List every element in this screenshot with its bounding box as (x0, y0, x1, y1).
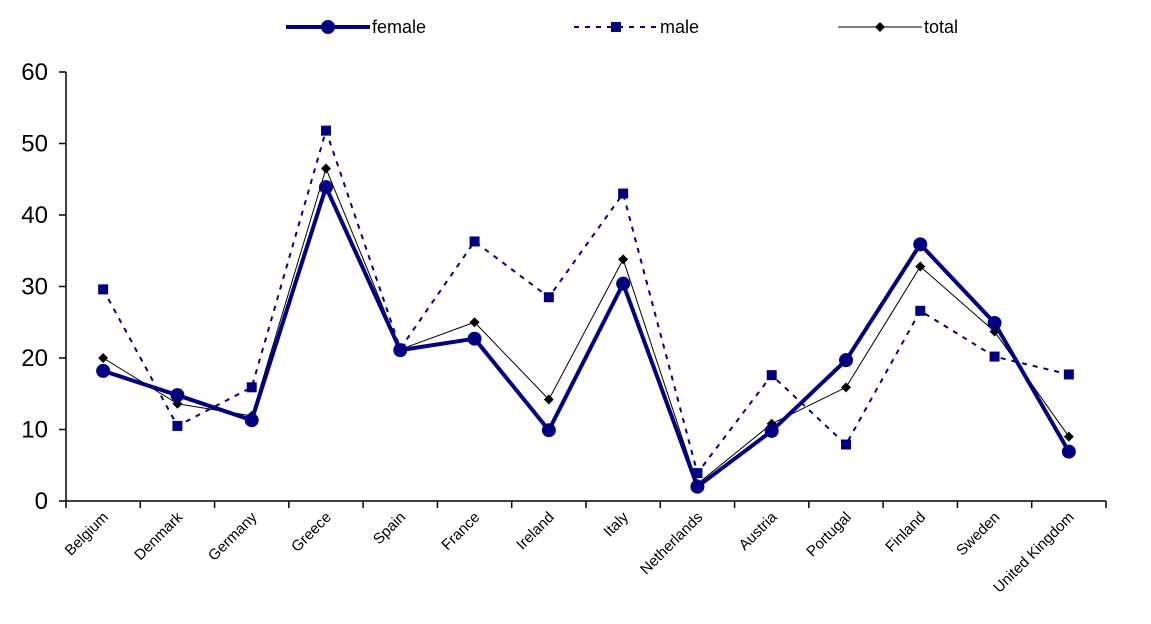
axes: 0 10 20 30 40 50 60 Belgium Denmark Germany Greece… (21, 59, 1107, 596)
data-point-male (989, 351, 1000, 362)
data-point-total (321, 163, 331, 174)
data-point-female (393, 343, 408, 358)
legend-item-total: total (838, 17, 958, 37)
series-total (98, 163, 1074, 489)
data-point-total (543, 394, 554, 405)
data-point-female (913, 237, 928, 252)
data-point-total (618, 254, 629, 265)
data-point-female (690, 479, 705, 494)
legend-marker-female (321, 20, 335, 34)
x-tick-label: Netherlands (637, 509, 706, 578)
series-female (96, 180, 1076, 494)
legend-label-male: male (660, 17, 699, 37)
data-point-male (915, 305, 926, 316)
data-point-female (467, 331, 482, 346)
data-point-male (172, 420, 183, 431)
y-tick-label: 60 (21, 59, 48, 86)
x-tick-label: Greece (288, 509, 335, 556)
y-tick-label: 30 (21, 274, 48, 301)
x-tick-label: France (438, 509, 483, 554)
data-point-male (618, 188, 629, 199)
series-line-male (102, 129, 1070, 475)
series-layer (96, 125, 1076, 494)
y-tick-label: 0 (35, 488, 48, 515)
data-point-female (1061, 444, 1076, 459)
data-point-female (764, 423, 779, 438)
x-tick-label: Sweden (953, 509, 1003, 559)
data-point-female (987, 315, 1002, 330)
x-tick-label: Spain (370, 509, 409, 548)
legend-marker-total (875, 22, 885, 32)
data-point-male (469, 236, 480, 247)
data-point-male (246, 382, 257, 393)
data-point-female (541, 423, 556, 438)
data-point-male (766, 370, 777, 381)
x-tick-label: United Kingdom (990, 509, 1077, 596)
series-male (98, 125, 1074, 479)
data-point-total (915, 261, 926, 272)
x-tick-label: Belgium (62, 509, 112, 559)
x-tick-label: Finland (882, 509, 929, 556)
data-point-female (616, 276, 631, 291)
series-line-total (102, 168, 1070, 485)
y-tick-label: 50 (21, 131, 48, 158)
legend-item-female: female (286, 17, 426, 37)
data-point-male (98, 284, 109, 295)
legend-marker-male (611, 22, 621, 32)
x-tick-label: Ireland (513, 509, 557, 553)
x-tick-label: Italy (600, 508, 632, 540)
y-tick-label: 10 (21, 417, 48, 444)
data-point-male (543, 292, 554, 303)
data-point-male (321, 125, 331, 136)
legend-label-total: total (924, 17, 958, 37)
data-point-female (170, 388, 185, 403)
x-tick-label: Austria (736, 508, 781, 553)
y-tick-label: 40 (21, 202, 48, 229)
legend-label-female: female (372, 17, 426, 37)
data-point-total (1063, 431, 1074, 442)
data-point-total (469, 317, 480, 328)
data-point-female (839, 353, 853, 368)
data-point-female (96, 363, 111, 378)
data-point-male (692, 468, 703, 479)
y-tick-label: 20 (21, 345, 48, 372)
data-point-total (98, 353, 109, 363)
data-point-total (841, 382, 851, 393)
data-point-female (319, 180, 333, 195)
x-tick-label: Portugal (803, 509, 855, 561)
legend-item-male: male (574, 17, 699, 37)
series-line-female (102, 185, 1071, 489)
data-point-male (841, 439, 851, 450)
data-point-female (244, 413, 259, 428)
x-tick-label: Denmark (131, 508, 186, 563)
data-point-male (1063, 369, 1074, 380)
legend: female male total (286, 17, 958, 37)
x-tick-label: Germany (205, 508, 261, 564)
